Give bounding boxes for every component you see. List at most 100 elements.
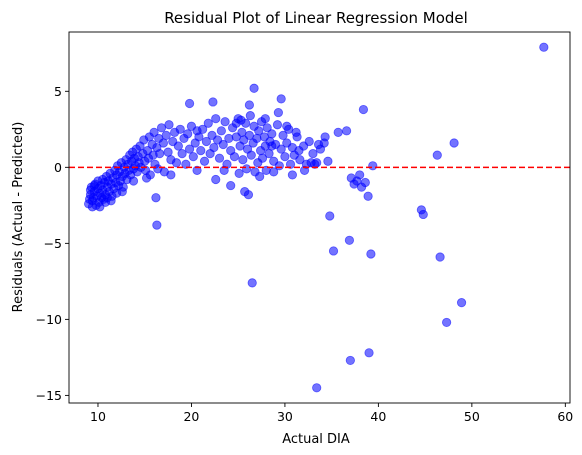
data-point xyxy=(282,121,292,131)
data-point xyxy=(262,123,272,133)
data-point xyxy=(155,149,165,159)
data-point xyxy=(149,127,159,137)
data-point xyxy=(304,136,314,147)
data-point xyxy=(287,170,297,180)
data-point xyxy=(323,156,333,166)
data-point xyxy=(211,114,221,124)
data-point xyxy=(229,152,240,162)
data-point xyxy=(320,132,330,142)
data-point xyxy=(255,171,265,182)
data-point xyxy=(260,114,270,124)
data-point xyxy=(188,152,198,162)
data-point xyxy=(432,150,442,160)
data-point xyxy=(214,153,225,163)
data-point xyxy=(344,235,355,245)
data-point xyxy=(249,83,259,93)
data-point xyxy=(181,159,191,169)
data-point xyxy=(449,138,459,148)
data-point xyxy=(177,149,187,159)
data-point xyxy=(184,98,195,109)
data-point xyxy=(141,173,152,183)
x-tick-label: 50 xyxy=(464,409,480,424)
data-point xyxy=(152,220,162,230)
y-tick-label: −15 xyxy=(36,388,62,403)
data-point xyxy=(208,97,218,107)
data-point xyxy=(241,164,252,174)
data-point xyxy=(273,107,283,118)
y-axis-ticks: −15 −10 −5 0 5 xyxy=(36,84,69,403)
data-point xyxy=(209,142,219,153)
data-point xyxy=(435,252,445,262)
data-point xyxy=(203,118,213,128)
data-point xyxy=(291,127,301,137)
data-point xyxy=(363,191,373,201)
data-point xyxy=(246,150,256,160)
x-tick-label: 40 xyxy=(370,409,386,424)
data-point xyxy=(117,187,127,197)
data-point xyxy=(366,249,376,259)
x-axis-label: Actual DIA xyxy=(282,432,350,447)
data-point xyxy=(272,120,283,130)
data-point xyxy=(276,144,286,154)
data-point xyxy=(211,174,221,185)
data-point xyxy=(220,117,230,127)
data-point xyxy=(328,246,339,256)
data-point xyxy=(192,126,202,136)
data-point xyxy=(418,209,428,220)
y-tick-label: −5 xyxy=(44,236,62,251)
data-point xyxy=(158,138,169,148)
data-point xyxy=(456,298,467,308)
data-point xyxy=(236,115,246,125)
data-point xyxy=(539,42,549,52)
data-point xyxy=(325,211,335,221)
data-point xyxy=(364,348,374,358)
data-point xyxy=(269,167,279,177)
data-point xyxy=(360,177,370,188)
data-point xyxy=(247,278,257,288)
data-point xyxy=(345,355,355,366)
chart-title: Residual Plot of Linear Regression Model xyxy=(164,9,468,27)
data-point xyxy=(280,152,290,162)
data-point xyxy=(173,141,183,151)
x-axis-ticks: 10 20 30 40 50 60 xyxy=(90,403,573,424)
data-point xyxy=(310,159,320,169)
data-point xyxy=(128,176,139,186)
data-point xyxy=(184,144,195,154)
scatter-points xyxy=(84,42,549,393)
data-point xyxy=(226,180,236,191)
data-point xyxy=(161,130,171,140)
data-point xyxy=(234,168,244,179)
data-point xyxy=(171,158,182,168)
data-point xyxy=(254,126,264,136)
data-point xyxy=(243,190,254,200)
y-tick-label: −10 xyxy=(36,312,62,327)
data-point xyxy=(358,104,369,115)
data-point xyxy=(276,94,286,104)
y-tick-label: 0 xyxy=(54,160,62,175)
data-point xyxy=(224,133,234,144)
data-point xyxy=(175,124,185,134)
data-point xyxy=(312,383,322,393)
x-tick-label: 60 xyxy=(557,409,573,424)
data-point xyxy=(244,100,254,110)
plot-area-frame xyxy=(68,31,571,404)
data-point xyxy=(245,111,255,121)
data-point xyxy=(164,120,174,130)
data-point xyxy=(267,141,277,151)
data-point xyxy=(257,153,268,163)
x-tick-label: 10 xyxy=(90,409,106,424)
data-point xyxy=(201,136,212,147)
data-point xyxy=(355,170,365,180)
data-point xyxy=(163,147,173,157)
data-point xyxy=(196,145,206,156)
data-point xyxy=(216,126,226,136)
y-axis-label: Residuals (Actual - Predicted) xyxy=(11,122,26,313)
data-point xyxy=(89,180,99,191)
data-point xyxy=(252,133,262,144)
data-point xyxy=(267,129,277,139)
data-point xyxy=(342,126,352,136)
data-point xyxy=(313,139,324,150)
data-point xyxy=(151,193,161,203)
x-tick-label: 30 xyxy=(277,409,293,424)
